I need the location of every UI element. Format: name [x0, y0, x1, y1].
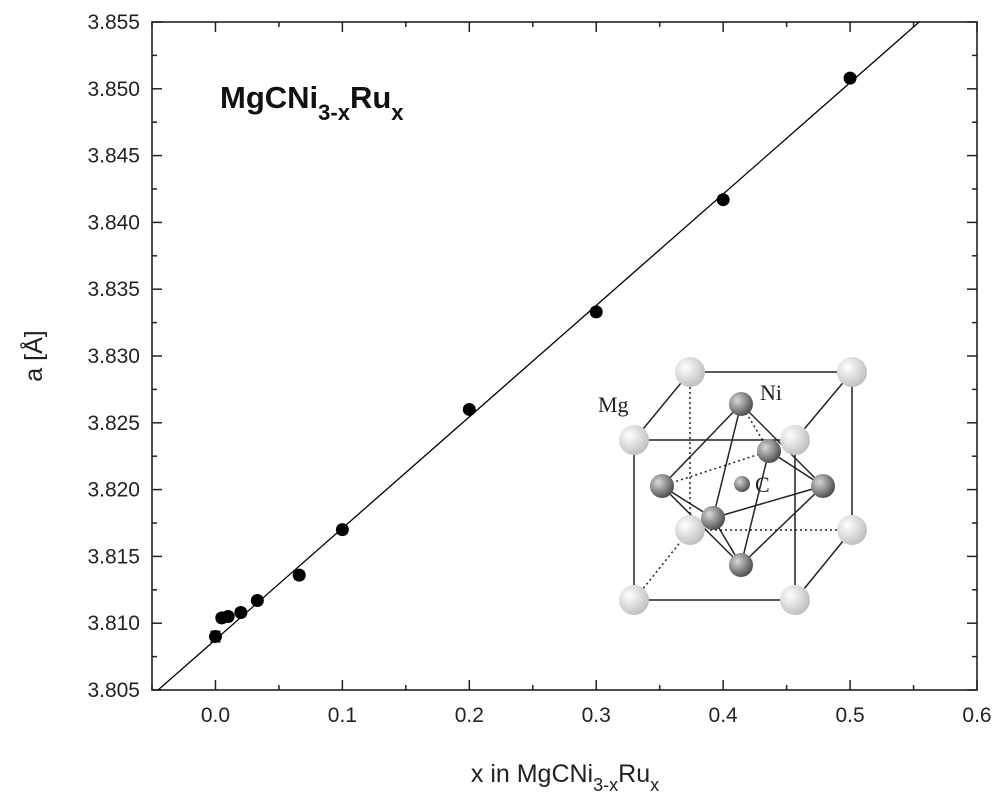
- x-tick-label: 0.2: [455, 704, 484, 727]
- data-point: [336, 523, 349, 536]
- y-axis-label: a [Å]: [18, 330, 48, 381]
- x-label-part: 3-x: [593, 775, 618, 795]
- annotation-part: x: [391, 100, 404, 125]
- x-label-part: Ru: [618, 760, 650, 788]
- y-tick-label: 3.825: [87, 412, 140, 435]
- annotation: MgCNi3-xRux: [220, 80, 404, 125]
- edge: [713, 404, 741, 518]
- x-tick-label: 0.3: [582, 704, 611, 727]
- mg-atom: [675, 357, 705, 387]
- atom-label: Ni: [760, 380, 782, 405]
- c-atom: [734, 476, 750, 492]
- x-tick-label: 0.0: [201, 704, 230, 727]
- mg-atom: [837, 357, 867, 387]
- ni-atom: [811, 474, 835, 498]
- y-tick-label: 3.805: [87, 679, 140, 702]
- y-tick-label: 3.810: [87, 612, 140, 635]
- x-tick-label: 0.5: [835, 704, 864, 727]
- annotation-part: Ru: [350, 80, 391, 115]
- atom-label: Mg: [598, 392, 629, 417]
- x-tick-label: 0.6: [962, 704, 991, 727]
- page: MgCNi3-xRux x in MgCNi3-xRux a [Å]: [0, 0, 1002, 804]
- y-tick-label: 3.815: [87, 545, 140, 568]
- data-point: [590, 305, 603, 318]
- plot-frame: [152, 22, 977, 690]
- mg-atom: [837, 515, 867, 545]
- y-tick-label: 3.840: [87, 211, 140, 234]
- ni-atom: [729, 392, 753, 416]
- data-point: [251, 594, 264, 607]
- ni-atom: [650, 474, 674, 498]
- mg-atom: [780, 585, 810, 615]
- y-tick-label: 3.855: [87, 11, 140, 34]
- y-tick-label: 3.850: [87, 78, 140, 101]
- annotation-part: MgCNi: [220, 80, 318, 115]
- data-point: [222, 610, 235, 623]
- x-tick-label: 0.4: [709, 704, 739, 727]
- mg-atom: [675, 515, 705, 545]
- x-tick-label: 0.1: [328, 704, 357, 727]
- data-point: [463, 403, 476, 416]
- y-tick-label: 3.835: [87, 278, 140, 301]
- ni-atom: [729, 553, 753, 577]
- data-point: [717, 193, 730, 206]
- ni-atom: [701, 506, 725, 530]
- mg-atom: [619, 585, 649, 615]
- y-tick-label: 3.820: [87, 479, 140, 502]
- y-tick-label: 3.845: [87, 145, 140, 168]
- mg-atom: [780, 425, 810, 455]
- x-axis-label: x in MgCNi3-xRux: [471, 760, 659, 795]
- y-tick-label: 3.830: [87, 345, 140, 368]
- x-label-part: x: [650, 775, 659, 795]
- mg-atom: [619, 425, 649, 455]
- annotation-part: 3-x: [318, 100, 351, 125]
- data-point: [209, 630, 222, 643]
- ni-atom: [757, 439, 781, 463]
- atom-label: C: [755, 472, 770, 497]
- chart: MgCNi3-xRux x in MgCNi3-xRux a [Å]: [0, 0, 1002, 804]
- inset-structure: [619, 357, 867, 615]
- x-label-part: x in MgCNi: [471, 760, 593, 788]
